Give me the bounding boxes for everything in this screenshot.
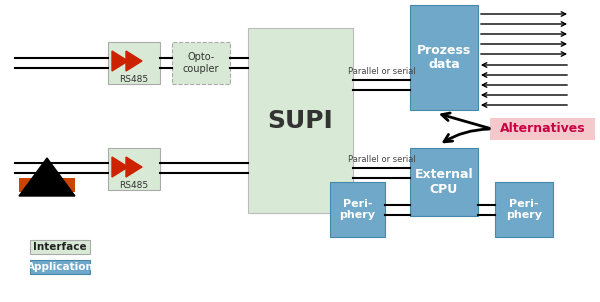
Text: SUPI: SUPI	[268, 108, 334, 133]
Text: Peri-
phery: Peri- phery	[340, 199, 376, 220]
Text: Parallel or serial: Parallel or serial	[347, 156, 415, 165]
FancyBboxPatch shape	[248, 28, 353, 213]
Polygon shape	[126, 157, 142, 177]
FancyBboxPatch shape	[19, 178, 75, 192]
FancyBboxPatch shape	[490, 118, 595, 140]
Text: Peri-
phery: Peri- phery	[506, 199, 542, 220]
Text: Opto-
coupler: Opto- coupler	[183, 52, 219, 74]
Polygon shape	[126, 51, 142, 71]
Text: INTERBUS: INTERBUS	[28, 182, 67, 188]
FancyBboxPatch shape	[108, 42, 160, 84]
Text: Interface: Interface	[33, 242, 87, 252]
Polygon shape	[112, 51, 128, 71]
FancyBboxPatch shape	[30, 260, 90, 274]
Text: Prozess
data: Prozess data	[417, 43, 471, 72]
Text: External
CPU: External CPU	[415, 168, 473, 196]
FancyBboxPatch shape	[495, 182, 553, 237]
FancyBboxPatch shape	[108, 148, 160, 190]
FancyBboxPatch shape	[410, 148, 478, 216]
FancyBboxPatch shape	[410, 5, 478, 110]
FancyBboxPatch shape	[330, 182, 385, 237]
Text: Alternatives: Alternatives	[500, 123, 586, 136]
Text: RS485: RS485	[119, 75, 149, 83]
Text: Application: Application	[26, 262, 94, 272]
Text: RS485: RS485	[119, 181, 149, 189]
FancyBboxPatch shape	[172, 42, 230, 84]
Polygon shape	[112, 157, 128, 177]
Text: Parallel or serial: Parallel or serial	[347, 68, 415, 76]
FancyBboxPatch shape	[30, 240, 90, 254]
Polygon shape	[19, 158, 75, 196]
